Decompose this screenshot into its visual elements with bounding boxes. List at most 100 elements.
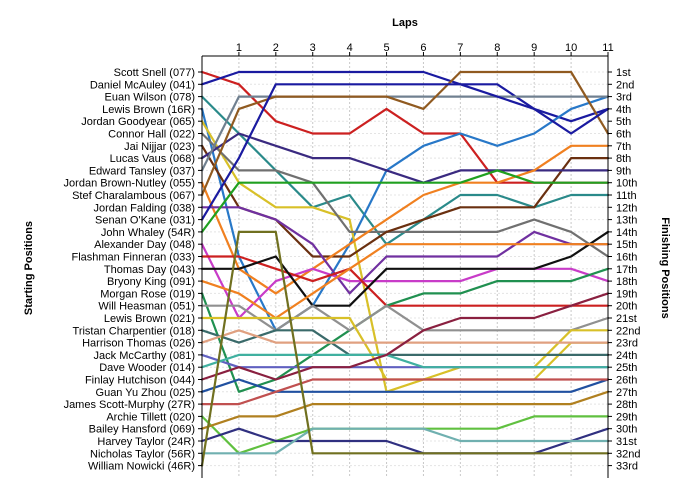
finish-position-label: 13th [616, 215, 637, 227]
x-tick-label: 11 [602, 42, 613, 54]
series-line-5 [200, 120, 610, 393]
chart-axes [198, 52, 612, 478]
finish-position-label: 29th [616, 411, 637, 423]
finish-position-label: 23rd [616, 338, 638, 350]
series-line-31 [200, 427, 610, 455]
start-position-label: Thomas Day (043) [104, 264, 195, 276]
series-line-15 [200, 243, 610, 320]
finish-position-label: 33rd [616, 461, 638, 473]
start-position-label: James Scott-Murphy (27R) [64, 399, 195, 411]
start-position-label: Scott Snell (077) [114, 67, 195, 79]
series-line-27 [200, 378, 610, 393]
x-tick-label: 9 [531, 42, 537, 54]
finish-position-label: 6th [616, 129, 631, 141]
start-position-label: Jai Nijjar (023) [124, 141, 195, 153]
start-position-label: Connor Hall (022) [108, 129, 195, 141]
finish-position-label: 30th [616, 424, 637, 436]
series-line-25 [200, 353, 610, 369]
series-line-28 [200, 378, 610, 406]
start-position-label: Archie Tillett (020) [106, 411, 195, 423]
finish-position-label: 1st [616, 67, 631, 79]
finish-position-label: 7th [616, 141, 631, 153]
x-tick-label: 5 [383, 42, 389, 54]
start-position-label: Lucas Vaus (068) [110, 153, 195, 165]
series-line-19 [200, 267, 610, 393]
start-position-label: Lewis Brown (021) [104, 313, 195, 325]
x-tick-labels: 1 2 3 4 5 6 7 8 9 10 11 [236, 42, 614, 54]
x-tick-label: 3 [310, 42, 316, 54]
series-line-18 [200, 243, 610, 320]
y-axis-left-title: Starting Positions [23, 221, 35, 315]
finish-position-label: 14th [616, 227, 637, 239]
finish-position-label: 26th [616, 375, 637, 387]
start-position-label: Jordan Brown-Nutley (055) [64, 178, 195, 190]
series-line-26 [200, 292, 610, 381]
start-position-label: Edward Tansley (037) [89, 165, 195, 177]
start-position-label: Bailey Hansford (069) [89, 424, 195, 436]
series-line-12 [200, 206, 610, 295]
series-line-23 [200, 329, 610, 344]
x-axis-title: Laps [392, 17, 418, 29]
finish-position-label: 19th [616, 288, 637, 300]
starting-position-labels: Scott Snell (077)Daniel McAuley (041)Eua… [64, 67, 195, 473]
finish-position-label: 3rd [616, 92, 632, 104]
start-position-label: Dave Wooder (014) [99, 362, 195, 374]
series-line-33 [200, 230, 610, 467]
series-line-17 [200, 230, 610, 307]
start-position-label: Jordan Goodyear (065) [81, 116, 195, 128]
finish-position-label: 22nd [616, 325, 640, 337]
x-tick-label: 2 [273, 42, 279, 54]
series-line-2 [200, 70, 610, 123]
start-position-label: Lewis Brown (16R) [102, 104, 195, 116]
finish-position-label: 24th [616, 350, 637, 362]
finish-position-label: 27th [616, 387, 637, 399]
start-position-label: Euan Wilson (078) [105, 92, 196, 104]
x-tick-label: 4 [347, 42, 353, 54]
start-position-label: Daniel McAuley (041) [90, 79, 195, 91]
series-line-16 [200, 255, 610, 307]
series-line-20 [200, 304, 610, 332]
series-lines [200, 70, 610, 467]
finish-position-label: 17th [616, 264, 637, 276]
start-position-label: William Nowicki (46R) [88, 461, 195, 473]
finish-position-label: 2nd [616, 79, 634, 91]
finish-position-label: 5th [616, 116, 631, 128]
finish-position-label: 8th [616, 153, 631, 165]
start-position-label: Flashman Finneran (033) [71, 252, 195, 264]
start-position-label: Bryony King (091) [107, 276, 195, 288]
series-line-32 [200, 427, 610, 455]
finish-position-label: 32nd [616, 448, 640, 460]
finish-position-label: 20th [616, 301, 637, 313]
start-position-label: Finlay Hutchison (044) [85, 375, 195, 387]
finish-position-label: 12th [616, 202, 637, 214]
start-position-label: Senan O'Kane (031) [95, 215, 195, 227]
finish-position-label: 16th [616, 252, 637, 264]
start-position-label: Jack McCarthy (081) [94, 350, 195, 362]
start-position-label: Alexander Day (048) [94, 239, 195, 251]
start-position-label: Guan Yu Zhou (025) [96, 387, 195, 399]
series-line-1 [200, 70, 610, 184]
x-tick-label: 8 [494, 42, 500, 54]
series-line-14 [200, 169, 610, 233]
start-position-label: Harrison Thomas (026) [82, 338, 195, 350]
x-tick-label: 7 [457, 42, 463, 54]
start-position-label: Nicholas Taylor (56R) [90, 448, 195, 460]
series-line-8 [200, 132, 610, 184]
x-tick-label: 1 [236, 42, 242, 54]
finish-position-label: 21st [616, 313, 637, 325]
start-position-label: Tristan Charpentier (018) [73, 325, 195, 337]
start-position-label: Jordan Falding (038) [93, 202, 195, 214]
x-tick-label: 10 [565, 42, 577, 54]
finishing-position-labels: 1st2nd3rd4th5th6th7th8th9th10th11th12th1… [616, 67, 640, 473]
finish-position-label: 31st [616, 436, 637, 448]
finish-position-label: 11th [616, 190, 637, 202]
finish-position-label: 18th [616, 276, 637, 288]
start-position-label: Morgan Rose (019) [100, 288, 195, 300]
series-line-30 [200, 390, 610, 430]
start-position-label: Harvey Taylor (24R) [97, 436, 195, 448]
finish-position-label: 15th [616, 239, 637, 251]
x-tick-label: 6 [420, 42, 426, 54]
finish-position-label: 28th [616, 399, 637, 411]
start-position-label: John Whaley (54R) [101, 227, 195, 239]
